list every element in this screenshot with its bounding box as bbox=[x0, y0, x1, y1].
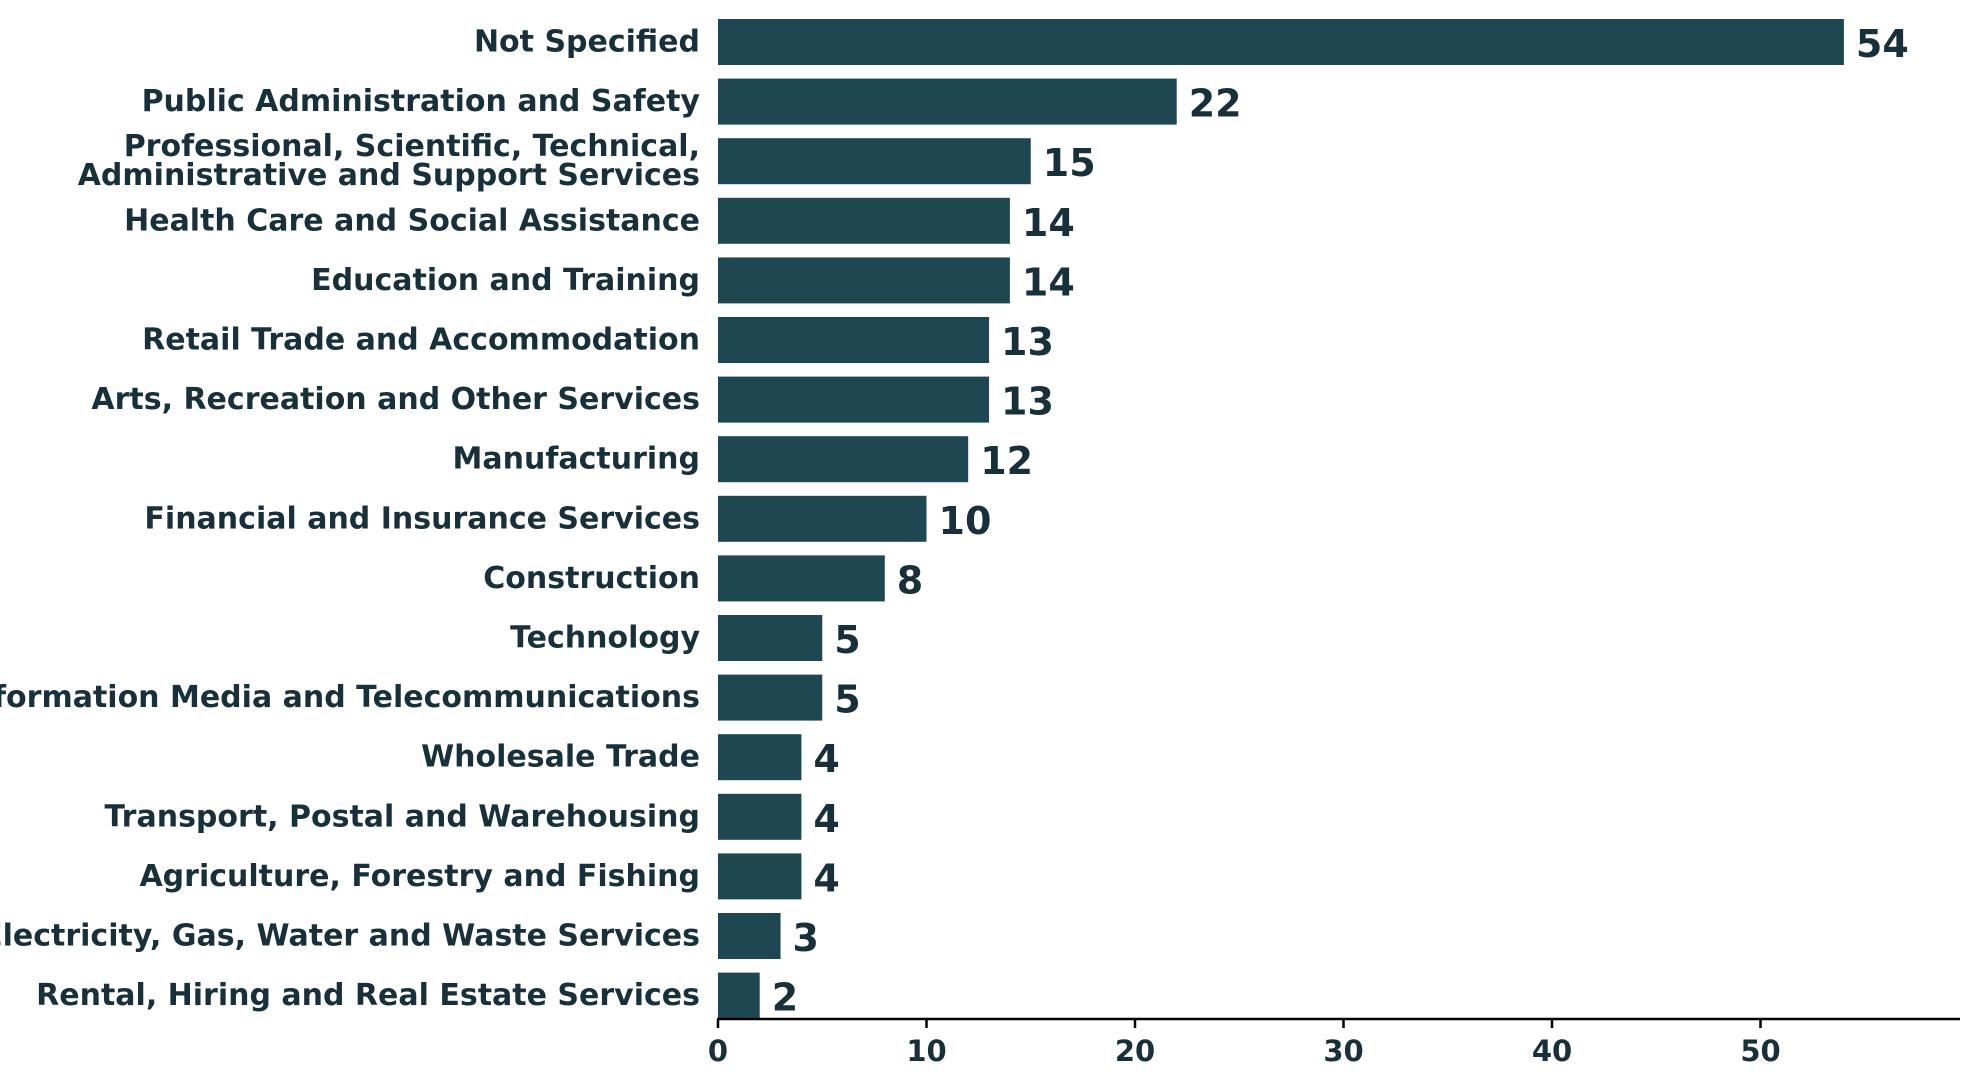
bar-public-administration-and-safety bbox=[718, 78, 1177, 125]
category-label-information-media-and-telecommunications: Information Media and Telecommunications bbox=[0, 680, 700, 715]
x-tick-label-50: 50 bbox=[1740, 1034, 1780, 1068]
bar-not-specified bbox=[718, 19, 1844, 65]
x-axis: 0 10 20 30 40 50 bbox=[708, 1017, 1960, 1068]
bar-transport-postal-and-warehousing bbox=[718, 793, 802, 840]
bar-education-and-training bbox=[718, 257, 1010, 304]
category-labels-group: Not Specified Public Administration and S… bbox=[0, 25, 700, 1014]
category-label-technology: Technology bbox=[510, 621, 700, 656]
x-tick-label-40: 40 bbox=[1532, 1034, 1572, 1068]
category-label-health-care-and-social-assistance: Health Care and Social Assistance bbox=[124, 203, 700, 238]
category-label-financial-and-insurance-services: Financial and Insurance Services bbox=[144, 501, 700, 536]
bar-technology bbox=[718, 615, 823, 661]
value-label-electricity-gas-water-and-waste-services: 3 bbox=[793, 916, 819, 960]
value-label-public-administration-and-safety: 22 bbox=[1189, 82, 1242, 126]
x-tick-label-30: 30 bbox=[1323, 1034, 1363, 1068]
bar-financial-and-insurance-services bbox=[718, 495, 927, 542]
bar-electricity-gas-water-and-waste-services bbox=[718, 913, 781, 959]
category-label-manufacturing: Manufacturing bbox=[453, 442, 701, 477]
value-label-financial-and-insurance-services: 10 bbox=[939, 499, 992, 543]
value-label-arts-recreation-and-other-services: 13 bbox=[1001, 380, 1054, 424]
value-label-rental-hiring-and-real-estate-services: 2 bbox=[772, 976, 798, 1020]
value-label-professional-scientific-technical-administrative-and-support-services: 15 bbox=[1043, 141, 1096, 185]
category-label-public-administration-and-safety: Public Administration and Safety bbox=[142, 84, 701, 119]
value-label-manufacturing: 12 bbox=[980, 439, 1033, 483]
category-label-education-and-training: Education and Training bbox=[311, 263, 700, 298]
value-label-education-and-training: 14 bbox=[1022, 260, 1075, 304]
value-label-transport-postal-and-warehousing: 4 bbox=[813, 797, 839, 841]
category-label-arts-recreation-and-other-services: Arts, Recreation and Other Services bbox=[91, 382, 700, 417]
category-label-agriculture-forestry-and-fishing: Agriculture, Forestry and Fishing bbox=[139, 859, 700, 894]
bar-agriculture-forestry-and-fishing bbox=[718, 853, 802, 900]
value-label-wholesale-trade: 4 bbox=[813, 737, 839, 781]
bar-retail-trade-and-accommodation bbox=[718, 317, 990, 363]
bar-rental-hiring-and-real-estate-services bbox=[718, 972, 760, 1019]
category-label-wholesale-trade: Wholesale Trade bbox=[421, 740, 700, 775]
value-label-information-media-and-telecommunications: 5 bbox=[834, 678, 860, 722]
category-label-construction: Construction bbox=[483, 561, 700, 596]
category-label-transport-postal-and-warehousing: Transport, Postal and Warehousing bbox=[105, 799, 700, 834]
category-label-electricity-gas-water-and-waste-services: Electricity, Gas, Water and Waste Servic… bbox=[0, 919, 700, 954]
x-tick-label-20: 20 bbox=[1115, 1034, 1155, 1068]
x-tick-label-10: 10 bbox=[906, 1034, 946, 1068]
value-label-not-specified: 54 bbox=[1856, 22, 1909, 66]
bar-professional-scientific-technical-administrative-and-support-services bbox=[718, 138, 1031, 185]
bar-information-media-and-telecommunications bbox=[718, 674, 823, 721]
bars-group bbox=[718, 19, 1844, 1019]
value-label-construction: 8 bbox=[897, 558, 923, 602]
bar-wholesale-trade bbox=[718, 734, 802, 781]
value-label-agriculture-forestry-and-fishing: 4 bbox=[813, 856, 839, 900]
bar-health-care-and-social-assistance bbox=[718, 197, 1010, 244]
value-label-technology: 5 bbox=[834, 618, 860, 662]
bar-construction bbox=[718, 555, 885, 602]
category-label-professional-scientific-technical-administrative-and-support-services: Professional, Scientific, Technical, Admi… bbox=[78, 129, 700, 193]
category-label-rental-hiring-and-real-estate-services: Rental, Hiring and Real Estate Services bbox=[36, 978, 700, 1013]
bar-manufacturing bbox=[718, 436, 969, 483]
category-label-retail-trade-and-accommodation: Retail Trade and Accommodation bbox=[142, 323, 700, 358]
bar-arts-recreation-and-other-services bbox=[718, 376, 990, 423]
value-label-retail-trade-and-accommodation: 13 bbox=[1001, 320, 1054, 364]
value-label-health-care-and-social-assistance: 14 bbox=[1022, 201, 1075, 245]
x-tick-label-0: 0 bbox=[708, 1034, 728, 1068]
category-label-not-specified: Not Specified bbox=[474, 25, 700, 60]
